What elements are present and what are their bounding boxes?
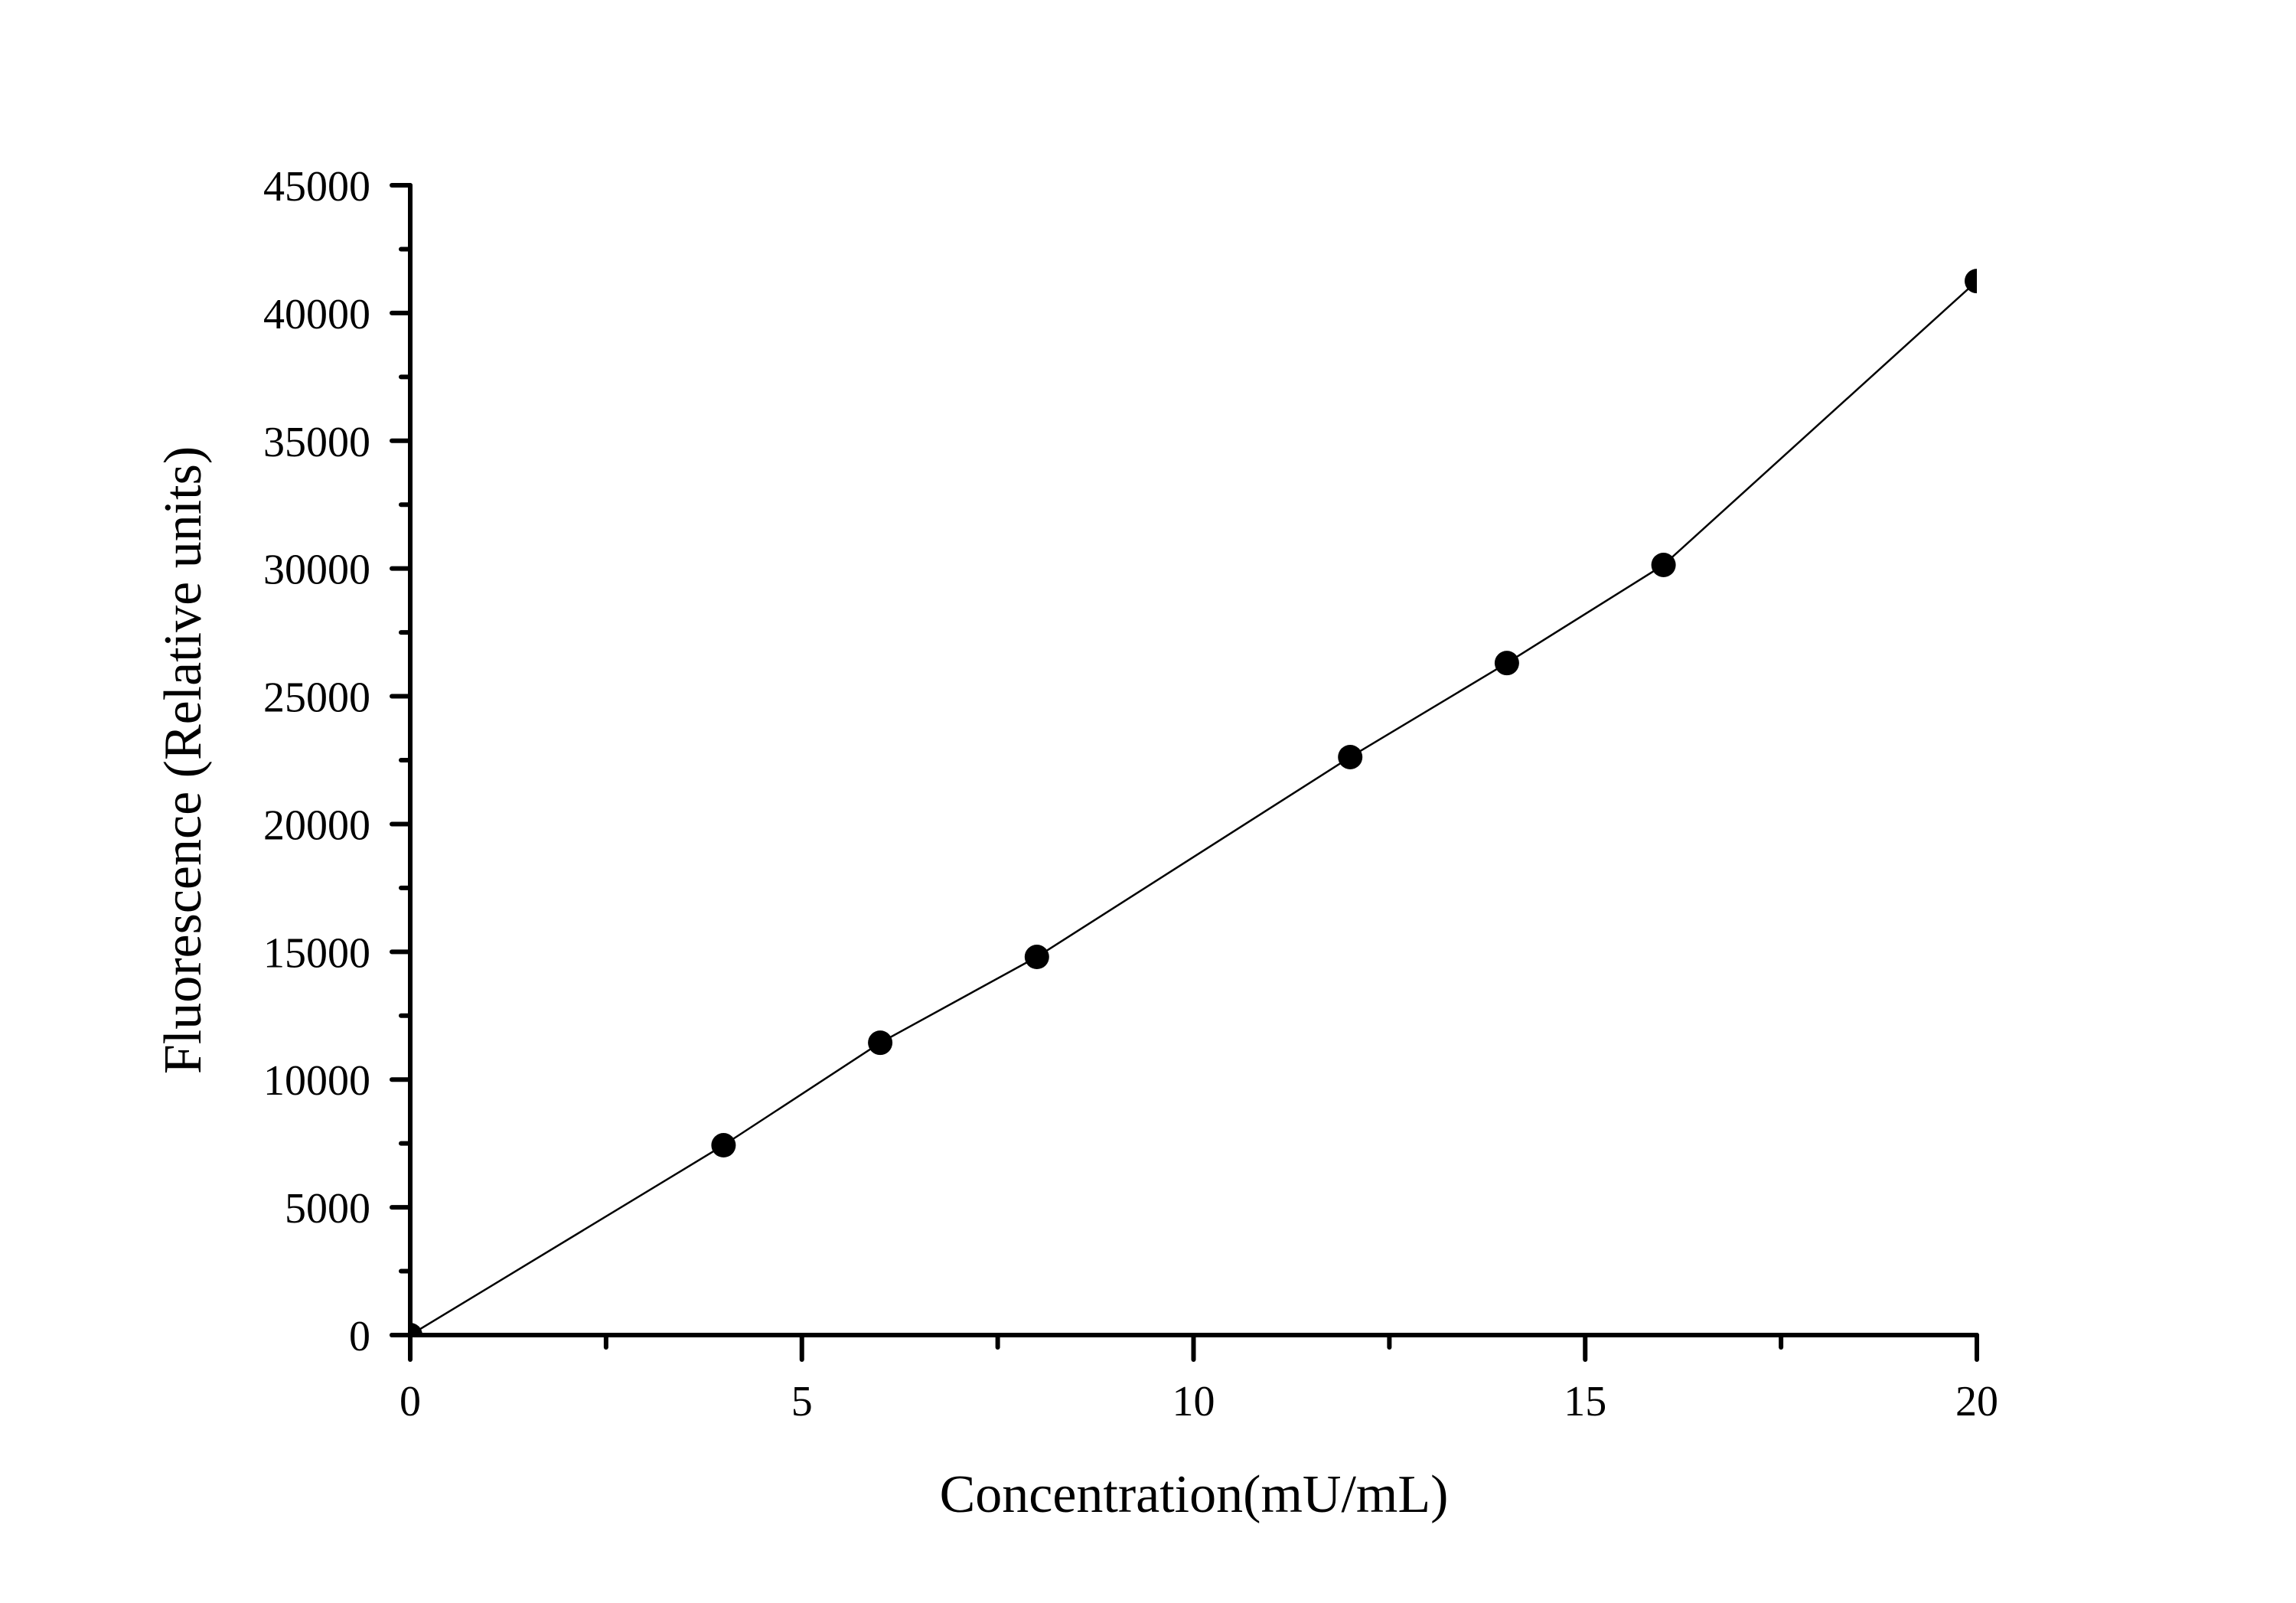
x-tick-label: 20 xyxy=(1955,1378,1998,1425)
y-axis-tick-labels: 0 5000 10000 15000 20000 25000 30000 35000 40000… xyxy=(263,163,370,1360)
y-tick-label: 15000 xyxy=(263,929,370,977)
data-point-marker xyxy=(1965,269,1977,294)
y-tick-label: 10000 xyxy=(263,1057,370,1105)
data-point-marker xyxy=(1494,651,1519,676)
data-point-marker xyxy=(1651,552,1676,577)
series-line xyxy=(410,280,1977,1335)
data-point-marker xyxy=(1338,744,1363,769)
y-axis-title: Fluorescence (Relative units) xyxy=(154,446,213,1074)
data-series xyxy=(410,269,1977,1335)
y-tick-label: 45000 xyxy=(263,163,370,211)
axis-ticks xyxy=(390,183,1979,1362)
data-point-marker xyxy=(711,1133,736,1158)
x-tick-label: 0 xyxy=(400,1378,421,1425)
y-tick-label: 35000 xyxy=(263,419,370,466)
x-tick-label: 5 xyxy=(791,1378,813,1425)
data-point-marker xyxy=(1024,945,1049,970)
y-tick-label: 0 xyxy=(349,1313,370,1360)
data-point-marker xyxy=(868,1030,893,1056)
y-tick-label: 5000 xyxy=(285,1185,370,1232)
axes xyxy=(408,183,1979,1337)
data-point-marker xyxy=(410,1323,422,1335)
x-axis-title: Concentration(mU/mL) xyxy=(940,1465,1449,1524)
y-tick-label: 20000 xyxy=(263,802,370,849)
y-tick-label: 30000 xyxy=(263,547,370,594)
x-tick-label: 10 xyxy=(1172,1378,1215,1425)
y-tick-label: 40000 xyxy=(263,291,370,338)
x-axis-tick-labels: 0 5 10 15 20 xyxy=(400,1378,1998,1425)
y-tick-label: 25000 xyxy=(263,674,370,722)
x-tick-label: 15 xyxy=(1564,1378,1606,1425)
